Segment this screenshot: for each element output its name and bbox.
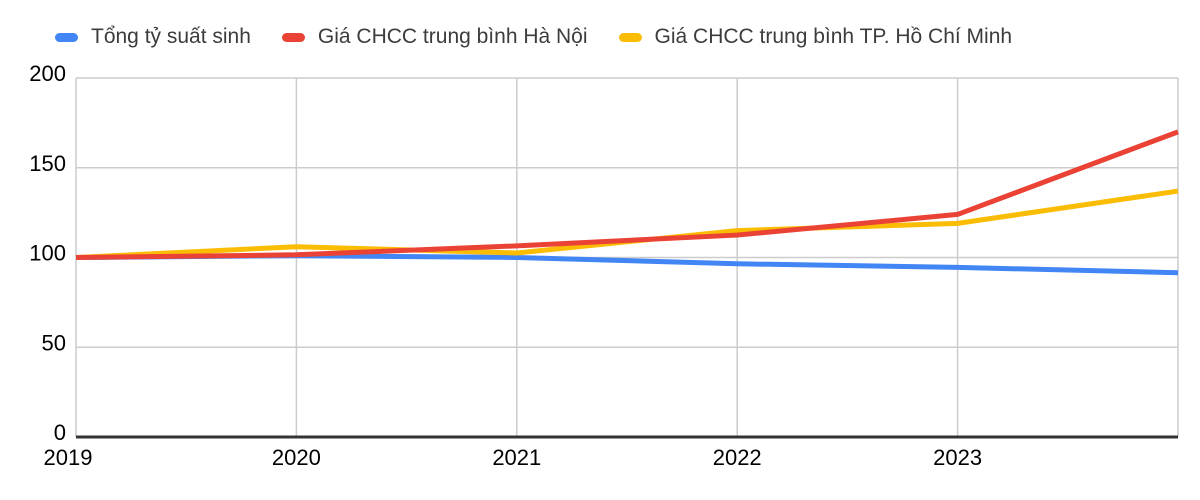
series-line-2 [75, 188, 1179, 260]
x-axis-tick-label: 2022 [713, 445, 762, 470]
y-axis-tick-label: 0 [54, 420, 66, 445]
legend-item-gia-chcc-ha-noi: Giá CHCC trung bình Hà Nội [281, 24, 588, 50]
chart-legend: Tổng tỷ suất sinh Giá CHCC trung bình Hà… [55, 24, 1012, 50]
series-line-1 [75, 129, 1179, 260]
legend-label: Giá CHCC trung bình TP. Hồ Chí Minh [654, 25, 1013, 48]
legend-label: Giá CHCC trung bình Hà Nội [317, 25, 588, 48]
x-axis-tick-label: 2020 [272, 445, 321, 470]
y-axis-tick-label: 50 [42, 330, 66, 355]
legend-swatch-red-icon [281, 32, 305, 42]
x-axis-tick-label: 2023 [933, 445, 982, 470]
x-axis-tick-label: 2019 [44, 445, 93, 470]
legend-item-tong-ty-suat-sinh: Tổng tỷ suất sinh [55, 24, 251, 50]
legend-swatch-yellow-icon [618, 32, 642, 42]
y-axis-tick-label: 100 [29, 241, 66, 266]
series-line-0 [75, 253, 1179, 276]
x-axis-tick-label: 2021 [492, 445, 541, 470]
legend-item-gia-chcc-tphcm: Giá CHCC trung bình TP. Hồ Chí Minh [618, 24, 1013, 50]
legend-label: Tổng tỷ suất sinh [91, 25, 251, 48]
legend-swatch-blue-icon [55, 32, 78, 42]
y-axis-tick-label: 150 [29, 151, 66, 176]
y-axis-tick-label: 200 [29, 61, 66, 86]
